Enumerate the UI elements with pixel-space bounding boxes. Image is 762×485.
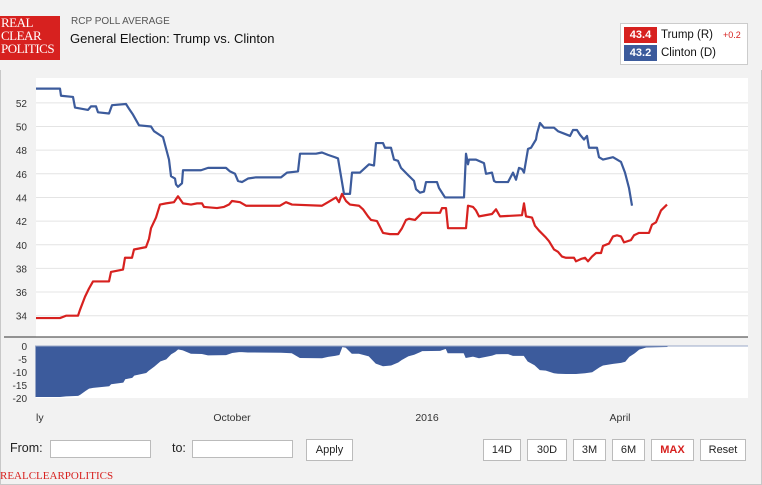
spread-tick-label: -5 bbox=[18, 355, 27, 366]
y-tick-label: 52 bbox=[16, 99, 28, 110]
date-range-controls: From: to: Apply 14D 30D 3M 6M MAX Reset bbox=[0, 432, 762, 466]
logo-line-1: REAL bbox=[1, 15, 33, 30]
y-tick-label: 34 bbox=[16, 312, 28, 323]
footer-brand[interactable]: REALCLEARPOLITICS bbox=[0, 470, 114, 482]
range-3m-button[interactable]: 3M bbox=[573, 439, 606, 461]
legend-change-trump: +0.2 bbox=[723, 30, 741, 40]
spread-area bbox=[35, 345, 668, 397]
range-6m-button[interactable]: 6M bbox=[612, 439, 645, 461]
legend-name-trump: Trump (R) bbox=[661, 29, 713, 41]
legend-value-clinton: 43.2 bbox=[624, 45, 657, 61]
y-tick-label: 36 bbox=[16, 288, 28, 299]
y-tick-label: 44 bbox=[16, 193, 28, 204]
spread-tick-label: -15 bbox=[13, 381, 28, 392]
range-max-button[interactable]: MAX bbox=[651, 439, 694, 461]
range-30d-button[interactable]: 30D bbox=[527, 439, 567, 461]
legend-item-clinton: 43.2 Clinton (D) bbox=[624, 45, 746, 61]
apply-button[interactable]: Apply bbox=[306, 439, 353, 461]
from-label: From: bbox=[10, 441, 43, 455]
x-tick-label: October bbox=[213, 412, 251, 424]
spread-tick-label: -20 bbox=[13, 394, 28, 405]
to-date-input[interactable] bbox=[192, 440, 293, 458]
y-tick-label: 48 bbox=[16, 146, 28, 157]
y-tick-label: 42 bbox=[16, 217, 28, 228]
y-tick-label: 50 bbox=[16, 122, 28, 133]
x-tick-label: 2016 bbox=[415, 412, 439, 424]
spread-tick-label: 0 bbox=[21, 342, 27, 353]
to-label: to: bbox=[172, 441, 186, 455]
chart-subtitle: RCP POLL AVERAGE bbox=[71, 16, 170, 27]
legend-name-clinton: Clinton (D) bbox=[661, 47, 716, 59]
rcp-logo[interactable]: REAL CLEAR POLITICS bbox=[0, 16, 60, 60]
legend-value-trump: 43.4 bbox=[624, 27, 657, 43]
logo-line-3: POLITICS bbox=[1, 41, 55, 56]
from-date-input[interactable] bbox=[50, 440, 151, 458]
logo-line-2: CLEAR bbox=[1, 28, 42, 43]
legend: 43.4 Trump (R) +0.2 43.2 Clinton (D) bbox=[620, 23, 748, 65]
x-tick-label: ly bbox=[36, 412, 44, 424]
poll-chart[interactable]: 34 36 38 40 42 44 46 48 50 52 0 -5 -10 -15 -20 ly Octobe… bbox=[0, 72, 762, 432]
legend-item-trump: 43.4 Trump (R) +0.2 bbox=[624, 27, 746, 43]
series-line-trump-r bbox=[36, 192, 668, 320]
reset-button[interactable]: Reset bbox=[700, 439, 746, 461]
spread-tick-label: -10 bbox=[13, 368, 28, 379]
y-tick-label: 38 bbox=[16, 264, 28, 275]
chart-header: REAL CLEAR POLITICS RCP POLL AVERAGE Gen… bbox=[0, 0, 762, 70]
y-tick-label: 40 bbox=[16, 241, 28, 252]
series-line-clinton-d bbox=[36, 87, 634, 206]
x-tick-label: April bbox=[609, 412, 630, 424]
range-14d-button[interactable]: 14D bbox=[483, 439, 521, 461]
upper-plot-area bbox=[36, 78, 748, 337]
y-tick-label: 46 bbox=[16, 170, 28, 181]
chart-title: General Election: Trump vs. Clinton bbox=[70, 31, 275, 46]
